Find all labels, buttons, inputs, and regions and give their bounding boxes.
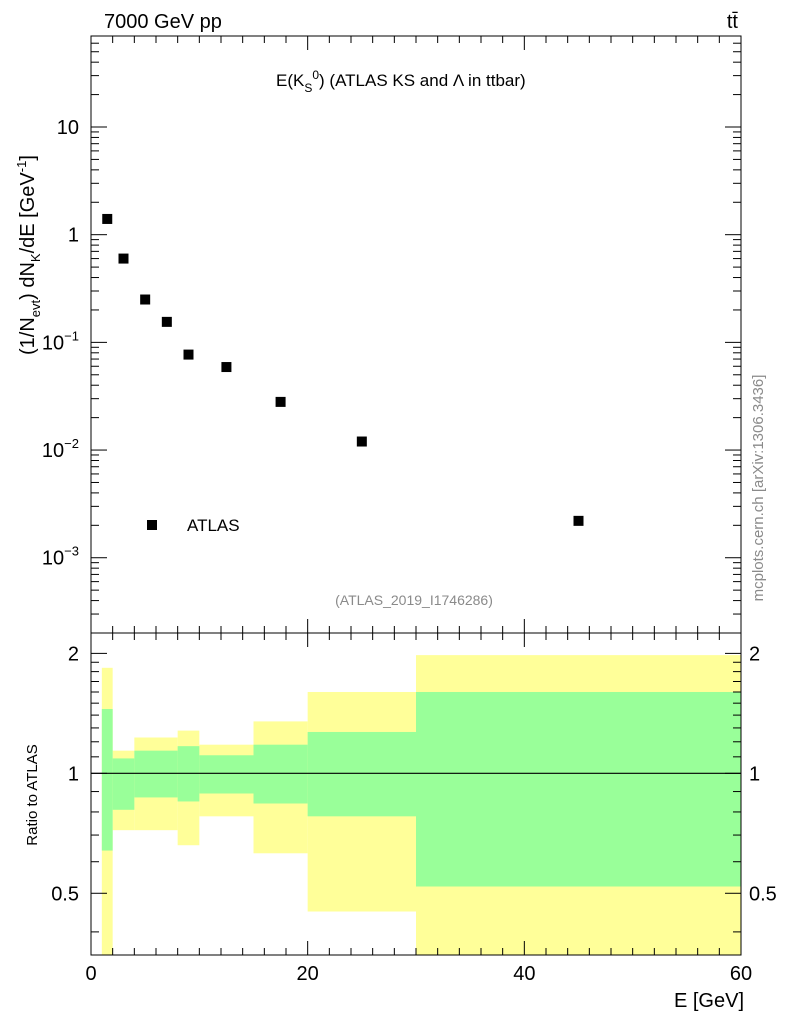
y-tick-label-base: 1	[68, 225, 79, 247]
title-prefix: E(K	[276, 71, 305, 90]
process-label: tt̄	[727, 11, 739, 33]
title-suffix: ) (ATLAS KS and Λ in ttbar)	[319, 71, 526, 90]
y-tick-label: 1	[68, 225, 79, 247]
legend-marker	[147, 520, 157, 530]
y-tick-label-base: 10	[57, 117, 79, 139]
y-tick-label-exponent: −3	[64, 544, 79, 559]
title-subscript: S	[304, 81, 312, 95]
ylabel-part-3: /dE [GeV	[17, 172, 39, 254]
y-tick-label: 10	[57, 117, 79, 139]
data-point	[221, 362, 232, 373]
data-point	[161, 316, 172, 327]
title-superscript: 0	[312, 68, 319, 82]
mcplots-watermark: mcplots.cern.ch [arXiv:1306.3436]	[750, 375, 767, 602]
x-tick-label: 0	[85, 963, 96, 985]
inner-band-bin	[416, 691, 741, 887]
data-point	[118, 253, 129, 264]
plot-title: E(KS0) (ATLAS KS and Λ in ttbar)	[276, 68, 526, 95]
y-tick-label-base: 10	[42, 440, 64, 462]
y-tick-label: 10−2	[42, 436, 79, 462]
ylabel-sup-3: -1	[14, 161, 29, 173]
y-tick-label: 10−3	[42, 544, 79, 570]
y-axis-label-ratio: Ratio to ATLAS	[24, 744, 41, 845]
ratio-plot-panel: Ratio to ATLAS E [GeV] 0.5 0.51 12 20 20 40 60	[24, 632, 777, 1012]
inner-band-bin	[199, 755, 254, 794]
analysis-id-label: (ATLAS_2019_I1746286)	[335, 592, 493, 608]
y-tick-label: 10−1	[42, 328, 79, 354]
legend-label: ATLAS	[187, 516, 240, 535]
y-tick-label-exponent: −2	[64, 436, 79, 451]
ratio-y-tick-label-left: 2	[68, 643, 79, 665]
ylabel-sub-1: evt	[28, 299, 43, 317]
ratio-y-tick-label-left: 0.5	[51, 883, 79, 905]
ylabel-part-4: ]	[17, 155, 39, 161]
x-tick-label: 60	[730, 963, 752, 985]
ratio-y-tick-label-left: 1	[68, 763, 79, 785]
y-axis-label-main: (1/Nevt) dNK/dE [GeV-1]	[14, 155, 43, 355]
data-point	[356, 436, 367, 447]
inner-band-bin	[253, 744, 308, 804]
x-tick-label: 40	[513, 963, 535, 985]
main-frame	[90, 35, 742, 634]
data-point	[102, 213, 113, 224]
data-point	[573, 515, 584, 526]
ylabel-sub-2: K	[28, 253, 43, 262]
ratio-y-tick-label-right: 2	[749, 643, 760, 665]
energy-label: 7000 GeV pp	[104, 11, 222, 33]
main-plot-panel: E(KS0) (ATLAS KS and Λ in ttbar) (1/Nevt…	[14, 35, 742, 634]
y-tick-label-base: 10	[42, 548, 64, 570]
uncertainty-bands	[101, 655, 741, 955]
inner-band-bin	[134, 750, 178, 798]
data-point	[183, 349, 194, 360]
ylabel-part-2: ) dN	[17, 262, 39, 300]
data-point	[140, 294, 151, 305]
inner-band-bin	[307, 731, 416, 817]
x-tick-label: 20	[297, 963, 319, 985]
y-tick-label-base: 10	[42, 332, 64, 354]
y-tick-label-exponent: −1	[64, 328, 79, 343]
ratio-y-tick-label-right: 0.5	[749, 883, 777, 905]
x-axis-label: E [GeV]	[674, 990, 744, 1012]
ylabel-part-1: (1/N	[17, 317, 39, 355]
ratio-y-tick-label-right: 1	[749, 763, 760, 785]
data-point	[275, 396, 286, 407]
inner-band-bin	[101, 709, 113, 851]
inner-band-bin	[112, 758, 135, 810]
